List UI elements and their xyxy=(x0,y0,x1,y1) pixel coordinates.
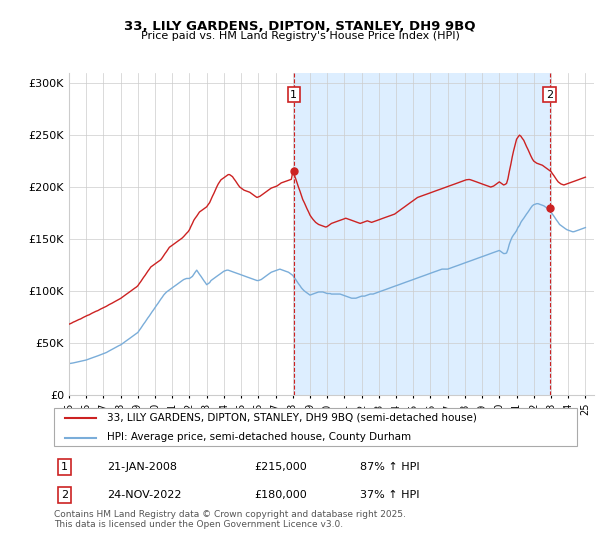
Text: 37% ↑ HPI: 37% ↑ HPI xyxy=(360,490,420,500)
FancyBboxPatch shape xyxy=(54,408,577,446)
Text: 1: 1 xyxy=(290,90,298,100)
Text: 21-JAN-2008: 21-JAN-2008 xyxy=(107,462,177,472)
Text: 87% ↑ HPI: 87% ↑ HPI xyxy=(360,462,420,472)
Text: HPI: Average price, semi-detached house, County Durham: HPI: Average price, semi-detached house,… xyxy=(107,432,411,442)
Bar xyxy=(294,73,550,395)
Text: 24-NOV-2022: 24-NOV-2022 xyxy=(107,490,181,500)
Text: £215,000: £215,000 xyxy=(254,462,307,472)
Text: 1: 1 xyxy=(61,462,68,472)
Text: 33, LILY GARDENS, DIPTON, STANLEY, DH9 9BQ: 33, LILY GARDENS, DIPTON, STANLEY, DH9 9… xyxy=(124,20,476,32)
Text: Price paid vs. HM Land Registry's House Price Index (HPI): Price paid vs. HM Land Registry's House … xyxy=(140,31,460,41)
Text: Contains HM Land Registry data © Crown copyright and database right 2025.
This d: Contains HM Land Registry data © Crown c… xyxy=(54,510,406,529)
Text: £180,000: £180,000 xyxy=(254,490,307,500)
Text: 33, LILY GARDENS, DIPTON, STANLEY, DH9 9BQ (semi-detached house): 33, LILY GARDENS, DIPTON, STANLEY, DH9 9… xyxy=(107,413,476,423)
Text: 2: 2 xyxy=(61,490,68,500)
Text: 2: 2 xyxy=(546,90,553,100)
